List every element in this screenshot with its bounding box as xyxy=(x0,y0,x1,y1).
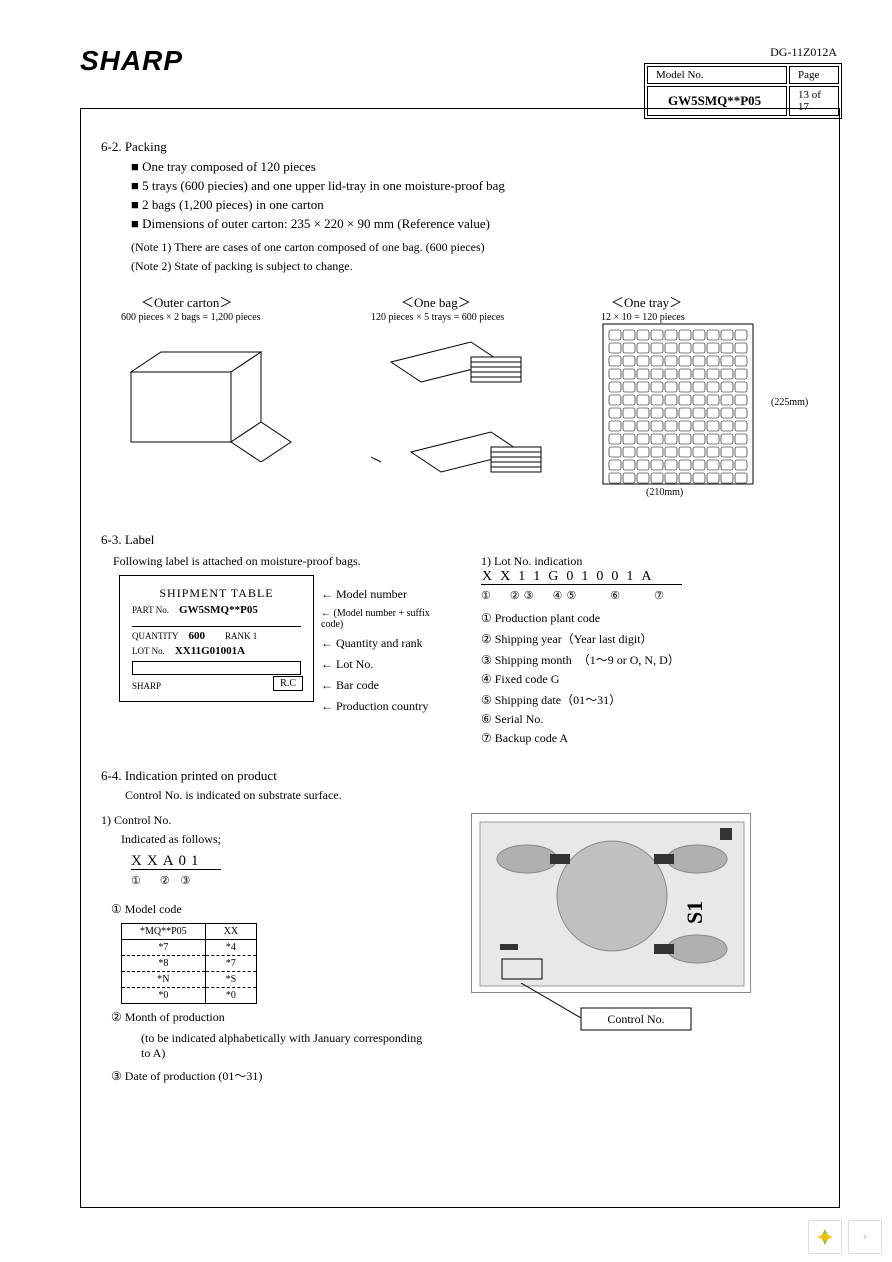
table-cell: *0 xyxy=(122,988,206,1004)
section-6-3-title: 6-3. Label xyxy=(101,532,819,548)
rc-box: R.C xyxy=(273,676,303,691)
date-label: ③ Date of production (01～31) xyxy=(111,1067,431,1084)
table-cell: *7 xyxy=(122,940,206,956)
content-frame: 6-2. Packing One tray composed of 120 pi… xyxy=(80,108,840,1208)
section-6-4-title: 6-4. Indication printed on product xyxy=(101,768,819,784)
tray-width: (210mm) xyxy=(646,487,683,498)
lot-item: ① Production plant code xyxy=(481,611,819,626)
next-page-icon[interactable]: › xyxy=(848,1220,882,1254)
rank-label: RANK 1 xyxy=(225,631,257,641)
lot-item: ⑤ Shipping date（01～31） xyxy=(481,691,819,708)
note-2: (Note 2) State of packing is subject to … xyxy=(131,259,819,274)
svg-text:Control No.: Control No. xyxy=(607,1012,664,1026)
footer-nav: › xyxy=(808,1220,882,1254)
lot-no-code: XX11G01001A xyxy=(481,569,819,585)
arrow-text: ← Production country xyxy=(321,699,451,714)
arrow-text: ← (Model number + suffix code) xyxy=(321,608,451,630)
control-markers: ① ② ③ xyxy=(131,872,431,888)
tray-height: (225mm) xyxy=(771,397,808,408)
part-value: GW5SMQ**P05 xyxy=(179,604,258,616)
control-code: XXA01 xyxy=(131,853,431,870)
lot-item: ⑦ Backup code A xyxy=(481,731,819,746)
arrow-text: ← Quantity and rank xyxy=(321,636,451,651)
bullet: 2 bags (1,200 pieces) in one carton xyxy=(131,197,819,213)
model-label: Model No. xyxy=(647,66,787,84)
barcode-box xyxy=(132,661,301,675)
lot-legend: ① Production plant code ② Shipping year（… xyxy=(481,611,819,746)
indicated-text: Indicated as follows; xyxy=(121,832,431,847)
shipment-title: SHIPMENT TABLE xyxy=(132,586,301,601)
table-cell: *7 xyxy=(205,956,256,972)
bullet: One tray composed of 120 pieces xyxy=(131,159,819,175)
table-cell: *4 xyxy=(205,940,256,956)
lot-no-title: 1) Lot No. indication xyxy=(481,554,819,569)
lot-item: ⑥ Serial No. xyxy=(481,712,819,727)
footer-logo-icon[interactable] xyxy=(808,1220,842,1254)
section-6-4-sub: Control No. is indicated on substrate su… xyxy=(125,788,819,803)
packing-bullets: One tray composed of 120 pieces 5 trays … xyxy=(131,159,819,232)
product-diagram: S1 xyxy=(471,813,751,993)
label-intro: Following label is attached on moisture-… xyxy=(113,554,451,569)
one-tray-label: One tray xyxy=(611,292,682,311)
arrow-text: ← Lot No. xyxy=(321,657,451,672)
tray-diagram xyxy=(601,322,771,502)
packing-diagrams: Outer carton 600 pieces × 2 bags = 1,200… xyxy=(101,292,819,522)
month-note: (to be indicated alphabetically with Jan… xyxy=(141,1031,431,1061)
lot-value: XX11G01001A xyxy=(175,645,245,657)
part-label: PART No. xyxy=(132,605,169,615)
shipment-label-box: SHIPMENT TABLE PART No. GW5SMQ**P05 QUANT… xyxy=(119,575,314,702)
doc-number: DG-11Z012A xyxy=(770,45,837,60)
carton-diagram xyxy=(121,332,301,462)
bullet: Dimensions of outer carton: 235 × 220 × … xyxy=(131,216,819,232)
control-no-pointer: Control No. xyxy=(471,983,751,1043)
lot-label: LOT No. xyxy=(132,646,165,656)
table-cell: *MQ**P05 xyxy=(122,924,206,940)
control-no-title: 1) Control No. xyxy=(101,813,431,828)
table-cell: *8 xyxy=(122,956,206,972)
arrow-text: ← Model number xyxy=(321,587,451,602)
section-6-2-title: 6-2. Packing xyxy=(101,139,819,155)
table-cell: *S xyxy=(205,972,256,988)
lot-item: ③ Shipping month （1～9 or O, N, D） xyxy=(481,651,819,668)
table-cell: *0 xyxy=(205,988,256,1004)
arrow-text: ← Bar code xyxy=(321,678,451,693)
lot-markers: ① ②③ ④⑤ ⑥ ⑦ xyxy=(481,587,819,603)
label-arrows: ← Model number ← (Model number + suffix … xyxy=(321,587,451,720)
outer-carton-sub: 600 pieces × 2 bags = 1,200 pieces xyxy=(121,312,261,323)
model-code-label: ① Model code xyxy=(111,902,431,917)
qty-value: 600 xyxy=(189,630,206,642)
s1-mark: S1 xyxy=(682,901,707,924)
bag-diagram xyxy=(371,322,571,512)
table-cell: *N xyxy=(122,972,206,988)
one-bag-label: One bag xyxy=(401,292,471,311)
table-cell: XX xyxy=(205,924,256,940)
lot-item: ② Shipping year（Year last digit） xyxy=(481,630,819,647)
bullet: 5 trays (600 piecies) and one upper lid-… xyxy=(131,178,819,194)
lot-item: ④ Fixed code G xyxy=(481,672,819,687)
qty-label: QUANTITY xyxy=(132,631,179,641)
month-label: ② Month of production xyxy=(111,1010,431,1025)
outer-carton-label: Outer carton xyxy=(141,292,232,311)
page-label: Page xyxy=(789,66,839,84)
note-1: (Note 1) There are cases of one carton c… xyxy=(131,240,819,255)
model-code-table: *MQ**P05XX *7*4 *8*7 *N*S *0*0 xyxy=(121,923,257,1004)
